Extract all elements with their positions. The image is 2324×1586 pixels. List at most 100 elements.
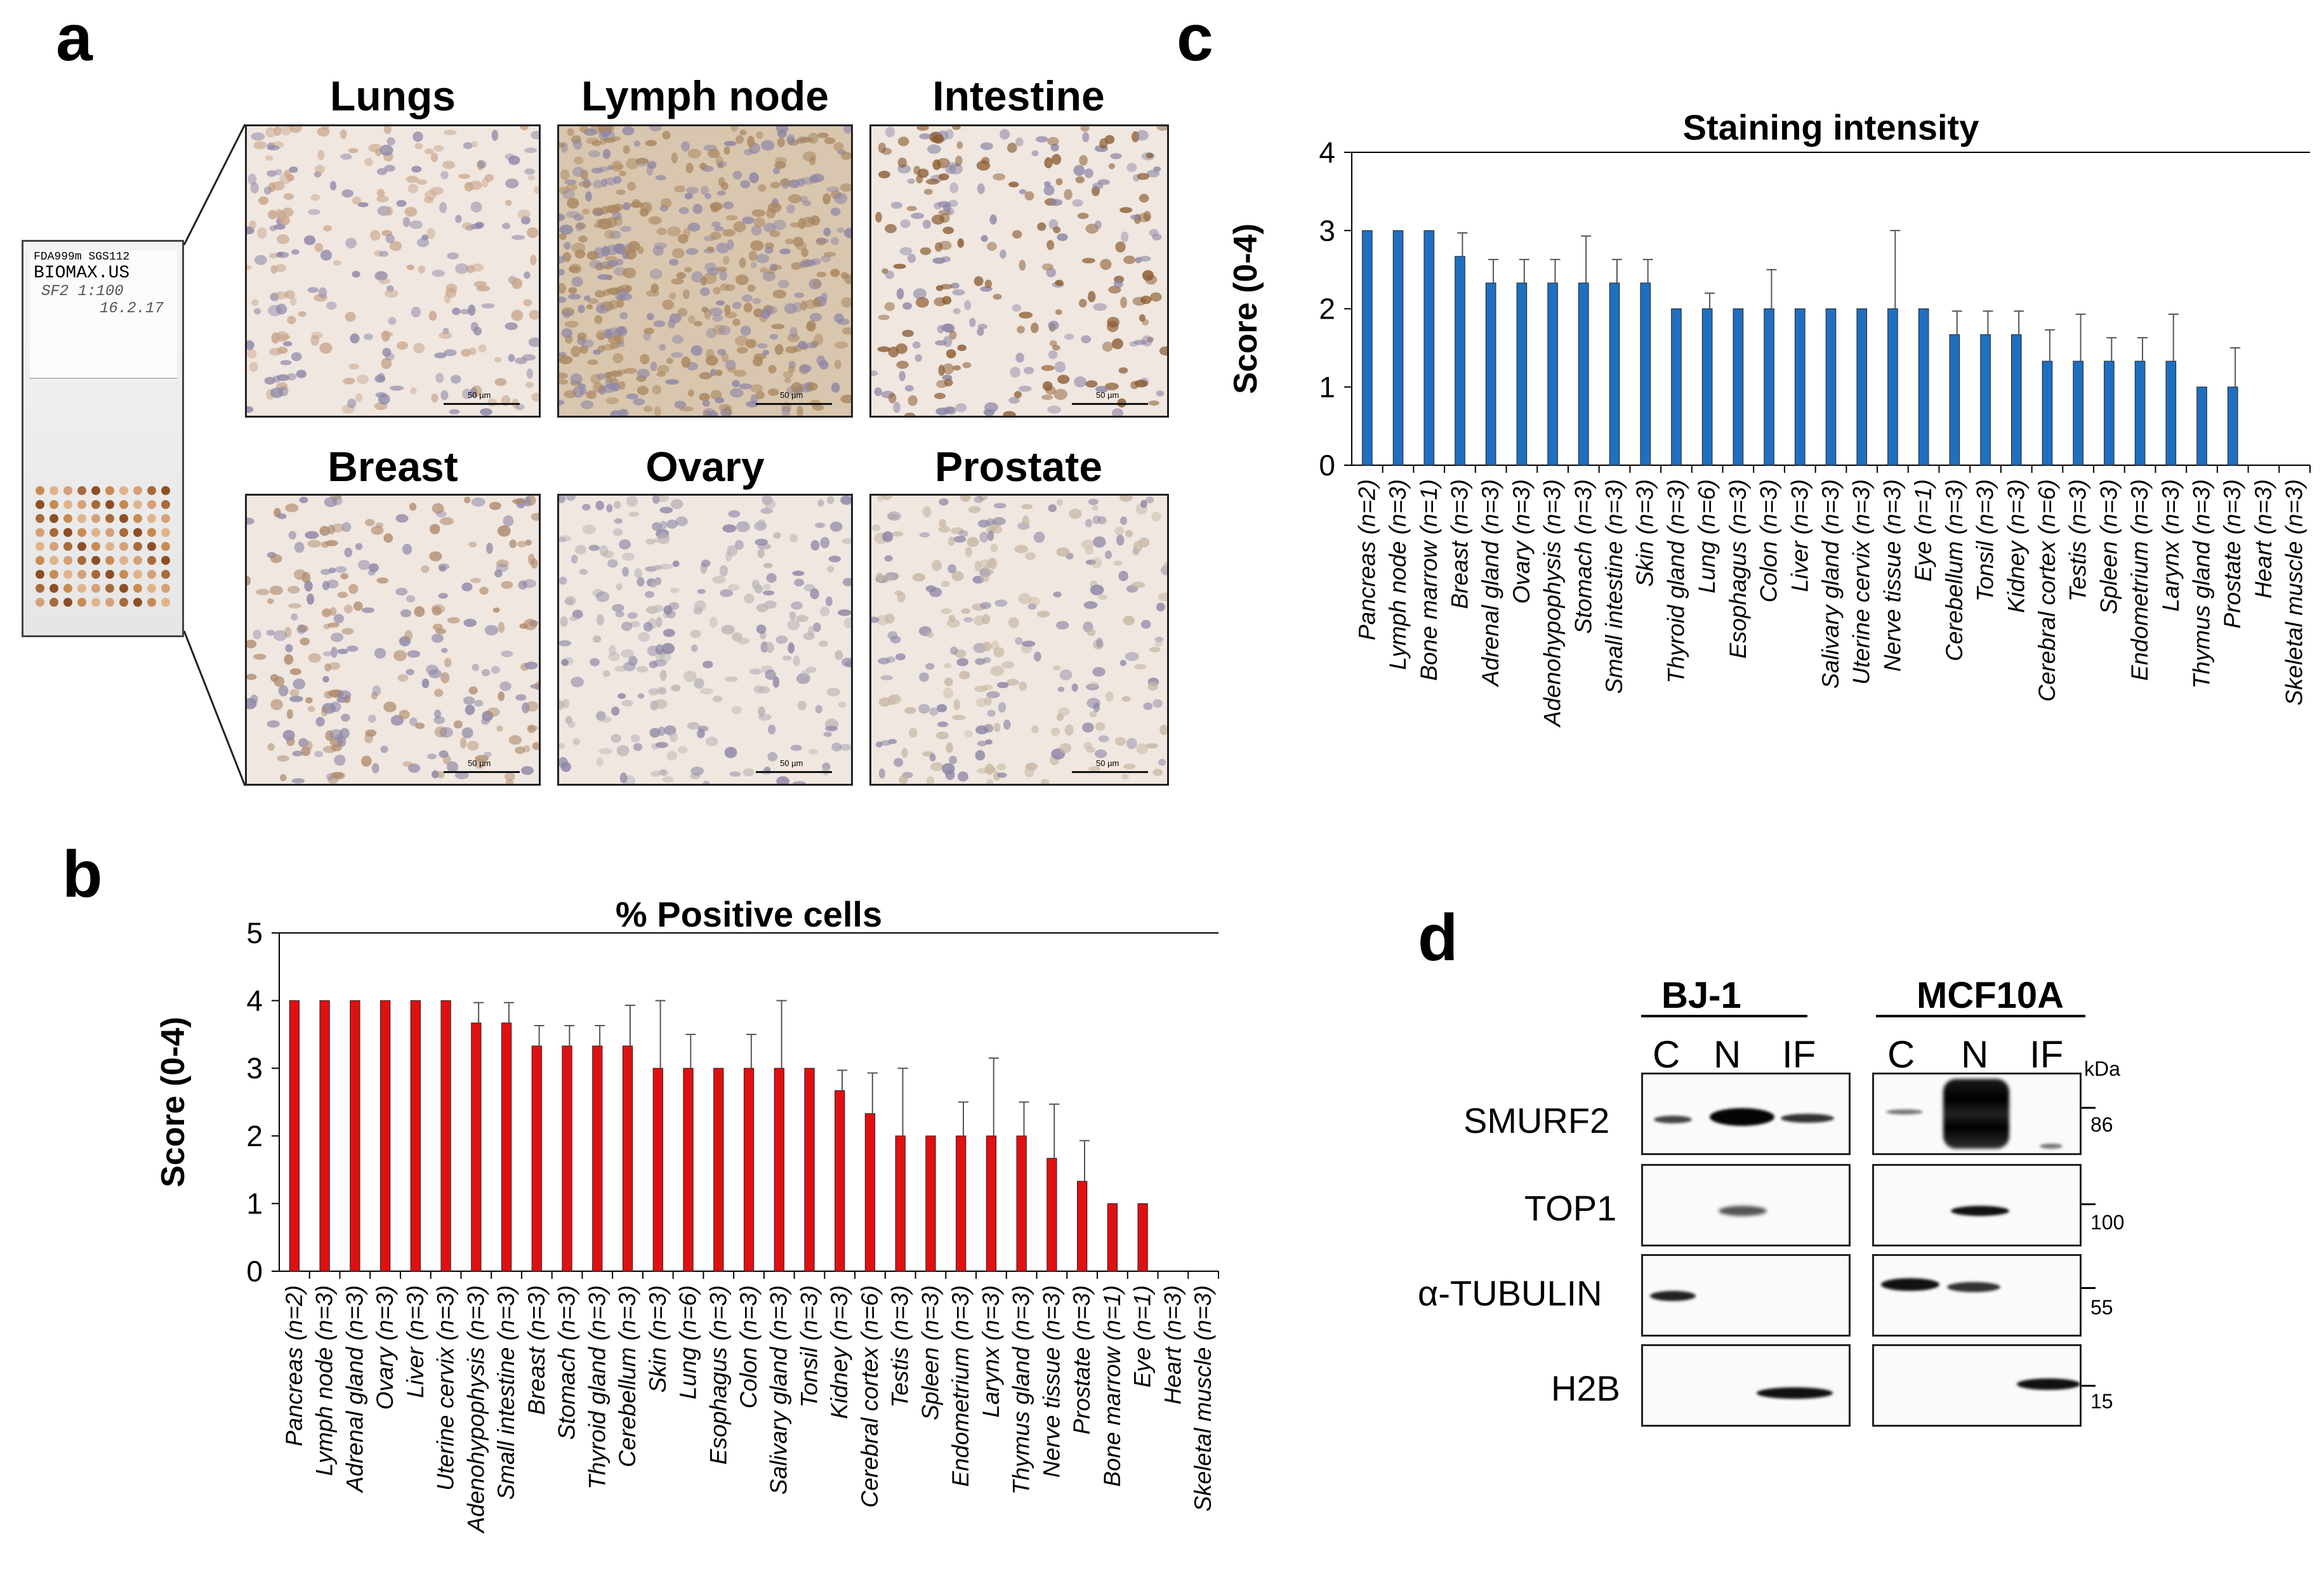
cell-nucleus — [950, 282, 960, 289]
tissue-core — [36, 542, 44, 551]
cell-nucleus — [340, 153, 352, 160]
cell-nucleus — [455, 263, 469, 274]
cell-nucleus — [292, 750, 303, 757]
panel-letter-a: a — [56, 1, 93, 75]
cell-nucleus — [374, 647, 386, 659]
cell-nucleus — [564, 179, 577, 185]
cell-nucleus — [609, 230, 621, 239]
cell-nucleus — [703, 661, 713, 668]
cell-nucleus — [1154, 640, 1163, 647]
cell-nucleus — [733, 369, 747, 377]
cell-nucleus — [716, 161, 727, 167]
cell-nucleus — [762, 271, 776, 282]
bar — [1516, 282, 1528, 466]
cell-nucleus — [308, 209, 320, 215]
cell-nucleus — [774, 161, 786, 169]
cell-nucleus — [402, 761, 413, 767]
cell-nucleus — [361, 755, 372, 767]
cell-nucleus — [632, 199, 641, 208]
cell-nucleus — [365, 729, 377, 737]
bar — [804, 1067, 815, 1272]
cell-nucleus — [645, 538, 656, 545]
cell-nucleus — [751, 209, 765, 217]
cell-nucleus — [670, 499, 683, 510]
cell-nucleus — [278, 685, 289, 697]
cell-nucleus — [426, 228, 435, 239]
cell-nucleus — [946, 742, 953, 753]
tissue-core — [91, 514, 100, 523]
cell-nucleus — [269, 585, 283, 595]
cell-nucleus — [581, 503, 591, 511]
cell-nucleus — [386, 137, 395, 146]
cell-nucleus — [1142, 335, 1152, 347]
cell-nucleus — [875, 211, 882, 223]
tissue-core — [63, 570, 72, 579]
cell-nucleus — [877, 658, 890, 664]
cell-nucleus — [736, 347, 748, 354]
cell-nucleus — [450, 374, 461, 384]
bar — [1856, 308, 1868, 466]
cell-nucleus — [894, 590, 902, 596]
cell-nucleus — [942, 296, 952, 305]
tissue-core — [105, 500, 114, 509]
cell-nucleus — [320, 249, 333, 261]
cell-nucleus — [322, 651, 333, 657]
cell-nucleus — [613, 176, 622, 184]
cell-nucleus — [440, 672, 450, 684]
cell-nucleus — [944, 406, 955, 414]
cell-nucleus — [706, 348, 715, 360]
bar — [319, 1000, 330, 1272]
cell-nucleus — [657, 726, 666, 736]
tissue-core — [63, 598, 72, 607]
cell-nucleus — [568, 287, 578, 294]
cell-nucleus — [825, 725, 838, 732]
cell-nucleus — [953, 365, 961, 371]
bar — [1949, 334, 1960, 466]
cell-nucleus — [406, 264, 414, 270]
x-tick-label: Salivary gland (n=3) — [1818, 479, 1844, 689]
y-tick-label: 1 — [1319, 371, 1335, 404]
cell-nucleus — [1086, 684, 1099, 691]
cell-nucleus — [982, 657, 991, 664]
cell-nucleus — [659, 506, 673, 513]
marker-tick — [2082, 1287, 2096, 1289]
bar — [471, 1022, 482, 1272]
cell-nucleus — [487, 707, 500, 717]
cell-nucleus — [960, 496, 971, 502]
x-tick-label: Cerebellum (n=3) — [614, 1285, 640, 1467]
cell-nucleus — [484, 174, 494, 182]
cell-nucleus — [875, 572, 884, 583]
cell-nucleus — [941, 608, 952, 614]
cell-nucleus — [907, 254, 916, 263]
cell-nucleus — [579, 126, 589, 133]
cell-nucleus — [1088, 766, 1101, 772]
cell-nucleus — [710, 202, 723, 211]
cell-nucleus — [1015, 352, 1024, 363]
cell-nucleus — [353, 601, 363, 611]
cell-nucleus — [374, 271, 388, 281]
cell-nucleus — [763, 562, 773, 569]
cell-nucleus — [496, 559, 510, 567]
cell-nucleus — [1035, 136, 1048, 143]
cell-nucleus — [691, 271, 704, 283]
cell-nucleus — [1090, 585, 1104, 595]
cell-nucleus — [424, 148, 434, 154]
cell-nucleus — [769, 230, 781, 237]
x-tick-label: Tonsil (n=3) — [796, 1285, 822, 1408]
cell-nucleus — [1029, 597, 1040, 607]
band-mcf10a-h2b-if — [2017, 1378, 2080, 1390]
cell-nucleus — [379, 251, 389, 257]
cell-nucleus — [441, 647, 448, 653]
cell-nucleus — [527, 227, 539, 238]
cell-nucleus — [530, 254, 537, 265]
cell-nucleus — [327, 524, 336, 534]
cell-nucleus — [840, 183, 851, 192]
cell-nucleus — [961, 608, 971, 614]
cell-nucleus — [602, 149, 611, 159]
cell-nucleus — [320, 569, 331, 575]
cell-nucleus — [1003, 719, 1011, 730]
cell-nucleus — [468, 686, 478, 695]
cell-nucleus — [963, 617, 974, 623]
cell-nucleus — [659, 520, 667, 529]
cell-nucleus — [434, 709, 442, 719]
